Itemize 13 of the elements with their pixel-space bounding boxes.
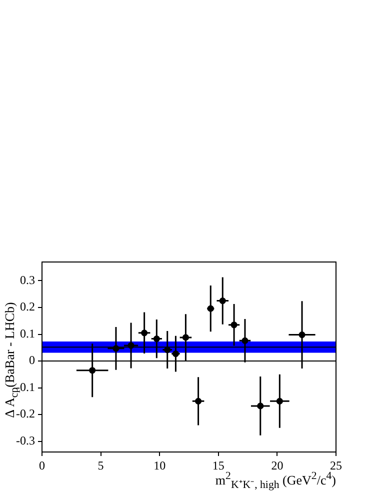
x-tick-label: 20 — [271, 458, 284, 472]
x-tick-label: 5 — [98, 458, 104, 472]
x-tick-label: 25 — [330, 458, 342, 472]
x-tick-label: 10 — [154, 458, 166, 472]
y-tick-label: 0.2 — [20, 300, 35, 314]
y-tick-label: -0.3 — [16, 433, 35, 448]
x-tick-label: 15 — [212, 458, 224, 472]
x-axis-title: m$^{2}$$_{K⁺K⁻, high}$ (GeV$^{2}$/c$^{4}$) — [215, 470, 336, 491]
y-tick-label: -0.2 — [16, 406, 35, 421]
y-tick-label: 0 — [29, 353, 35, 368]
y-tick-label: 0.3 — [20, 272, 35, 287]
x-tick-label: 0 — [39, 458, 45, 472]
y-tick-label: 0.1 — [20, 326, 35, 340]
